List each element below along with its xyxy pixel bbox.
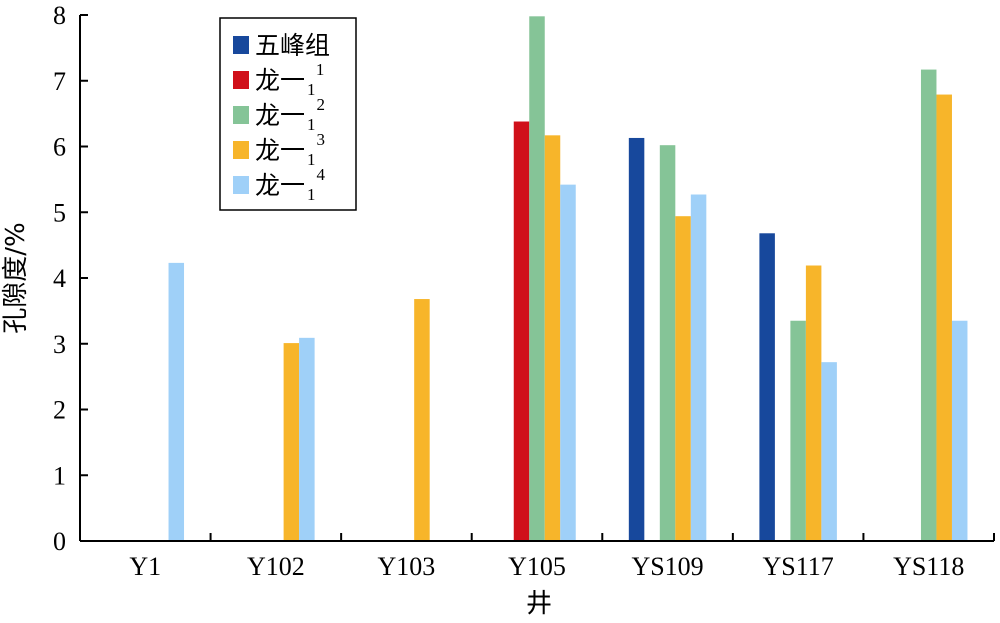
x-tick-label: YS118 (893, 552, 964, 581)
y-tick-label: 2 (53, 396, 66, 425)
bar-series-2-ys117 (790, 320, 806, 541)
bar-series-2-y105 (529, 16, 545, 541)
bar-series-2-ys118 (920, 69, 937, 541)
legend-label-superscript: 1 (316, 60, 324, 79)
y-tick-label: 1 (53, 461, 66, 490)
bar-series-4-y1 (168, 262, 185, 541)
bar-series-0-ys117 (759, 233, 775, 542)
legend-label: 龙一 11 (255, 60, 324, 99)
bar-series-4-y105 (560, 184, 576, 541)
x-tick-label: YS109 (631, 552, 703, 581)
bar-series-3-ys118 (936, 94, 952, 542)
x-tick-label: Y105 (508, 552, 566, 581)
legend-label-base: 龙一 (255, 66, 305, 95)
bar-series-0-ys109 (628, 137, 645, 541)
bar-series-4-ys118 (951, 320, 968, 541)
x-tick-label: Y102 (247, 552, 305, 581)
bar-series-3-ys117 (805, 265, 822, 541)
bar-series-3-y105 (544, 135, 561, 541)
y-axis-title: 孔隙度/% (1, 222, 31, 333)
y-tick-label: 6 (53, 133, 66, 162)
bar-series-4-y102 (299, 337, 315, 541)
legend-label-superscript: 2 (317, 95, 326, 114)
y-tick-label: 8 (53, 1, 66, 30)
legend-label-subscript: 1 (307, 115, 316, 134)
bar-series-3-y103 (414, 299, 430, 541)
x-tick-label: Y1 (129, 552, 161, 581)
bar-series-4-ys117 (821, 362, 837, 541)
x-axis-title: 井 (526, 589, 552, 619)
y-tick-label: 3 (53, 330, 66, 359)
y-tick-label: 0 (53, 527, 66, 556)
legend-label-base: 龙一 (255, 171, 305, 200)
legend-label-superscript: 4 (317, 165, 326, 184)
y-axis-ticks: 0 1 2 3 4 5 6 7 8 (53, 1, 88, 556)
x-tick-label: YS117 (763, 552, 834, 581)
legend-label: 五峰组 (255, 31, 330, 60)
y-tick-label: 7 (53, 67, 66, 96)
legend-label-superscript: 3 (317, 130, 326, 149)
y-tick-label: 5 (53, 198, 66, 227)
bar-series-2-ys109 (659, 145, 676, 541)
x-tick-label: Y103 (378, 552, 436, 581)
legend-swatch (233, 106, 249, 124)
legend-label: 龙一 13 (255, 130, 325, 169)
bar-series-3-y102 (283, 343, 300, 541)
legend-swatch (233, 141, 249, 159)
legend-label-base: 龙一 (255, 101, 305, 130)
legend-label: 龙一 14 (255, 165, 326, 204)
bar-series-1-y105 (513, 121, 530, 541)
legend-label-subscript: 1 (307, 185, 316, 204)
x-axis-ticks: Y1 Y102 Y103 Y105 YS109 YS117 YS118 (129, 533, 995, 581)
legend-swatch (233, 176, 249, 194)
legend-swatch (233, 36, 249, 54)
bar-series-4-ys109 (690, 194, 707, 541)
bars-layer (168, 16, 968, 542)
legend-label: 龙一 12 (255, 95, 325, 134)
legend-label-base: 五峰组 (255, 31, 330, 60)
legend-swatch (233, 71, 249, 89)
legend-label-subscript: 1 (307, 80, 315, 99)
legend-label-base: 龙一 (255, 136, 305, 165)
y-tick-label: 4 (53, 264, 66, 293)
bar-series-3-ys109 (675, 216, 691, 541)
legend-label-subscript: 1 (307, 150, 316, 169)
